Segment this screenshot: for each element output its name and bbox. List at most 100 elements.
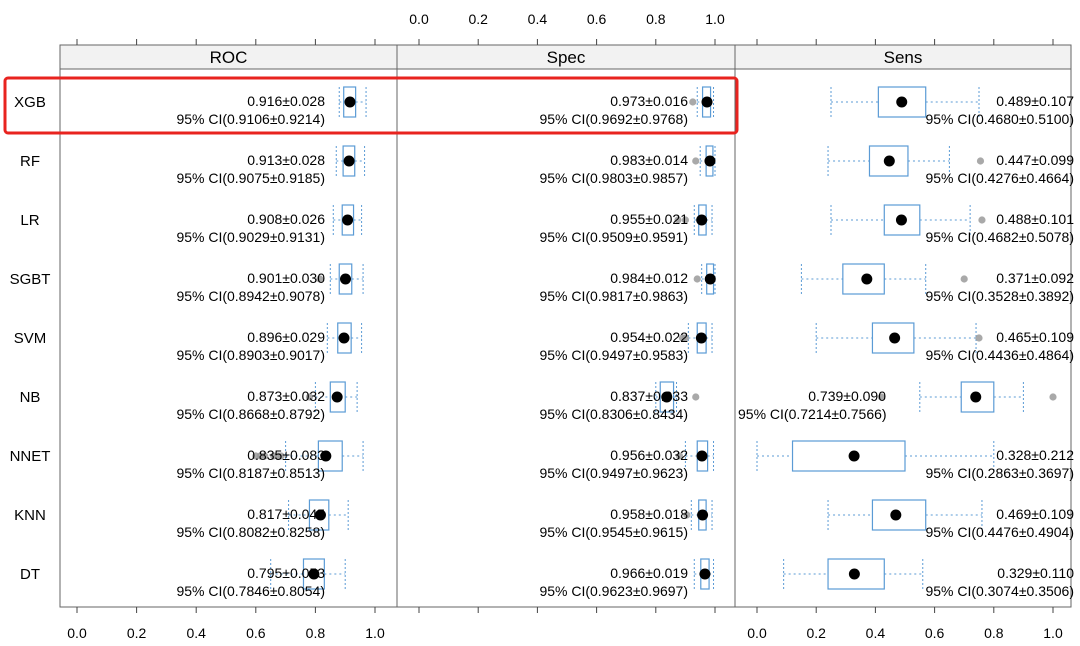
mean-sd-label-nb-sens: 0.739±0.090 (808, 388, 886, 404)
mean-sd-label-dt-roc: 0.795±0.053 (247, 565, 325, 581)
mean-sd-label-svm-sens: 0.465±0.109 (996, 329, 1074, 345)
outlier-point-nb-roc (305, 393, 314, 401)
mean-sd-label-nnet-roc: 0.835±0.083 (247, 447, 325, 463)
outlier-point-sgbt-roc (316, 275, 324, 283)
outlier-point-lr-sens (978, 216, 986, 224)
row-label-sgbt: SGBT (10, 271, 51, 288)
median-dot-svm-roc (338, 332, 350, 344)
tick-label-spec: 0.0 (409, 11, 429, 27)
median-dot-dt-roc (308, 568, 320, 580)
box-rf-sens (868, 145, 909, 177)
ci-label-sgbt-spec: 95% CI(0.9817±0.9863) (539, 288, 688, 304)
ci-label-xgb-roc: 95% CI(0.9106±0.9214) (176, 111, 325, 127)
highlight-frame (3, 76, 739, 135)
mean-sd-label-knn-spec: 0.958±0.018 (610, 506, 688, 522)
box-svm-roc (337, 322, 352, 354)
tick-label-sens: 0.2 (806, 625, 826, 641)
outlier-point-nb-spec (692, 393, 700, 401)
ci-label-rf-sens: 95% CI(0.4276±0.4664) (925, 170, 1074, 186)
outlier-point-lr-spec (681, 216, 690, 224)
ci-label-sgbt-sens: 95% CI(0.3528±0.3892) (925, 288, 1074, 304)
outlier-point-lr-spec (674, 216, 682, 224)
row-label-svm: SVM (14, 330, 47, 347)
outlier-point-sgbt-spec (693, 275, 701, 283)
panel-layer: ROC Spec Sens 0.0 0.2 0.4 0.6 0.8 1.0 0.0 0.2 0.4 0.… (59, 11, 1072, 641)
median-dot-nnet-spec (696, 450, 708, 462)
tick-label-spec: 0.6 (587, 11, 607, 27)
median-dot-lr-roc (342, 214, 354, 226)
box-sgbt-roc (338, 263, 353, 295)
box-nb-spec (659, 381, 675, 413)
median-dot-xgb-roc (344, 96, 356, 108)
panel-border-spec (396, 44, 736, 608)
outlier-point-rf-sens (976, 157, 985, 165)
mean-sd-label-nnet-spec: 0.956±0.032 (610, 447, 688, 463)
mean-sd-label-svm-spec: 0.954±0.022 (610, 329, 688, 345)
median-dot-lr-sens (895, 214, 907, 226)
median-dot-svm-sens (889, 332, 901, 344)
outlier-point-rf-spec (692, 157, 700, 165)
ci-label-nb-sens: 95% CI(0.7214±0.7566) (738, 406, 887, 422)
ci-label-dt-spec: 95% CI(0.9623±0.9697) (539, 583, 688, 599)
median-dot-nb-roc (331, 391, 343, 403)
tick-label-spec: 1.0 (705, 11, 725, 27)
tick-label-spec: 0.4 (528, 11, 548, 27)
outlier-point-knn-spec (683, 511, 691, 519)
box-sgbt-sens (842, 263, 885, 295)
ci-label-xgb-sens: 95% CI(0.4680±0.5100) (925, 111, 1074, 127)
panel-border-roc (59, 44, 398, 608)
mean-sd-label-knn-roc: 0.817±0.045 (247, 506, 325, 522)
tick-label-sens: 0.0 (747, 625, 767, 641)
row-label-lr: LR (20, 212, 39, 229)
mean-sd-label-dt-spec: 0.966±0.019 (610, 565, 688, 581)
ci-label-dt-roc: 95% CI(0.7846±0.8054) (176, 583, 325, 599)
panel-strip-spec (396, 44, 736, 70)
median-dot-rf-spec (704, 155, 716, 167)
median-dot-nb-spec (661, 391, 673, 403)
box-nb-sens (960, 381, 995, 413)
ci-label-lr-roc: 95% CI(0.9029±0.9131) (176, 229, 325, 245)
ci-label-svm-roc: 95% CI(0.8903±0.9017) (176, 347, 325, 363)
tick-label-roc: 1.0 (365, 625, 385, 641)
median-dot-xgb-spec (701, 96, 713, 108)
mean-sd-label-lr-spec: 0.955±0.021 (610, 211, 688, 227)
ci-label-nnet-roc: 95% CI(0.8187±0.8513) (176, 465, 325, 481)
box-xgb-roc (343, 86, 357, 118)
mean-sd-label-xgb-spec: 0.973±0.016 (610, 93, 688, 109)
ci-label-svm-spec: 95% CI(0.9497±0.9583) (539, 347, 688, 363)
box-nb-roc (329, 381, 346, 413)
ci-label-sgbt-roc: 95% CI(0.8942±0.9078) (176, 288, 325, 304)
panel-title-sens: Sens (884, 48, 923, 67)
mean-sd-label-svm-roc: 0.896±0.029 (247, 329, 325, 345)
mean-sd-label-lr-roc: 0.908±0.026 (247, 211, 325, 227)
mean-sd-label-sgbt-sens: 0.371±0.092 (996, 270, 1074, 286)
box-svm-sens (871, 322, 915, 354)
box-knn-sens (871, 499, 927, 531)
mean-sd-label-sgbt-roc: 0.901±0.030 (247, 270, 325, 286)
ci-label-rf-spec: 95% CI(0.9803±0.9857) (539, 170, 688, 186)
median-dot-xgb-sens (896, 96, 908, 108)
median-dot-rf-sens (883, 155, 895, 167)
ci-label-rf-roc: 95% CI(0.9075±0.9185) (176, 170, 325, 186)
panel-strip-roc (59, 44, 398, 70)
ci-label-nb-roc: 95% CI(0.8668±0.8792) (176, 406, 325, 422)
row-label-dt: DT (20, 566, 40, 583)
highlight-layer (3, 76, 739, 135)
outlier-point-nnet-roc (261, 452, 269, 460)
mean-sd-label-sgbt-spec: 0.984±0.012 (610, 270, 688, 286)
tick-label-roc: 0.4 (186, 625, 206, 641)
median-dot-rf-roc (343, 155, 355, 167)
tick-label-sens: 0.6 (925, 625, 945, 641)
tick-label-sens: 0.4 (866, 625, 886, 641)
row-label-nnet: NNET (10, 448, 51, 465)
ci-label-nb-spec: 95% CI(0.8306±0.8434) (539, 406, 688, 422)
median-dot-nb-sens (970, 391, 982, 403)
median-dot-knn-sens (890, 509, 902, 521)
tick-label-sens: 0.8 (984, 625, 1004, 641)
box-lr-sens (883, 204, 921, 236)
ci-label-knn-roc: 95% CI(0.8082±0.8258) (176, 524, 325, 540)
ci-label-lr-spec: 95% CI(0.9509±0.9591) (539, 229, 688, 245)
box-xgb-sens (877, 86, 927, 118)
ci-label-nnet-spec: 95% CI(0.9497±0.9623) (539, 465, 688, 481)
